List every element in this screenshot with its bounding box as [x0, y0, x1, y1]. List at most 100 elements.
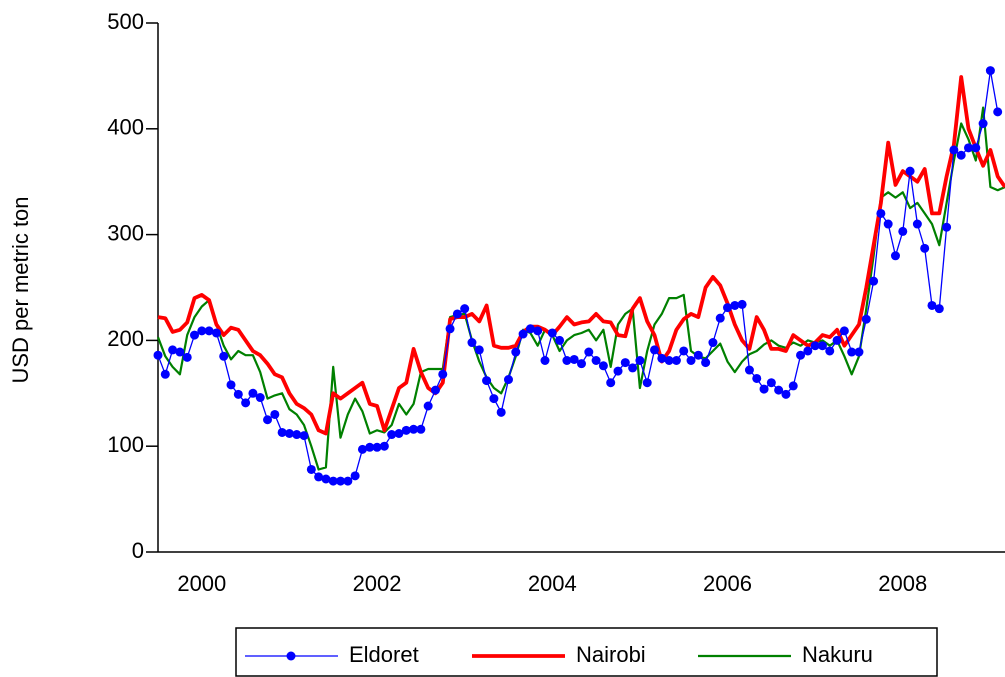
data-point	[401, 425, 411, 435]
y-axis-label: USD per metric ton	[8, 196, 33, 383]
data-point	[752, 373, 762, 383]
data-point	[810, 341, 820, 351]
data-point	[336, 476, 346, 486]
data-point	[314, 472, 324, 482]
series-line	[156, 106, 1005, 471]
legend-label: Nakuru	[802, 642, 873, 667]
data-point	[993, 107, 1003, 117]
data-point	[715, 313, 725, 323]
y-tick-label: 400	[107, 115, 144, 140]
data-point	[175, 347, 185, 357]
data-point	[890, 251, 900, 261]
y-tick-label: 300	[107, 220, 144, 245]
data-point	[284, 429, 294, 439]
data-point	[766, 378, 776, 388]
data-point	[686, 356, 696, 366]
data-point	[898, 226, 908, 236]
data-point	[387, 430, 397, 440]
data-point	[781, 389, 791, 399]
legend-marker	[286, 651, 296, 661]
data-point	[934, 304, 944, 314]
data-point	[357, 444, 367, 454]
data-point	[598, 361, 608, 371]
x-tick-label: 2006	[703, 571, 752, 596]
data-point	[832, 335, 842, 345]
data-point	[533, 326, 543, 336]
data-point	[869, 276, 879, 286]
data-point	[540, 356, 550, 366]
data-point	[657, 353, 667, 363]
data-point	[190, 330, 200, 340]
data-point	[423, 401, 433, 411]
data-point	[467, 338, 477, 348]
data-point	[949, 145, 959, 155]
y-tick-label: 200	[107, 326, 144, 351]
data-point	[292, 430, 302, 440]
x-tick-label: 2004	[528, 571, 577, 596]
data-point	[438, 369, 448, 379]
data-point	[927, 300, 937, 310]
data-point	[460, 304, 470, 314]
data-point	[496, 407, 506, 417]
data-point	[445, 324, 455, 334]
data-point	[270, 409, 280, 419]
data-point	[518, 329, 528, 339]
data-point	[861, 314, 871, 324]
data-point	[591, 356, 601, 366]
data-point	[679, 346, 689, 356]
data-point	[883, 219, 893, 229]
data-point	[489, 394, 499, 404]
data-point	[569, 354, 579, 364]
data-point	[723, 303, 733, 313]
data-point	[365, 442, 375, 452]
data-point	[482, 376, 492, 386]
data-point	[255, 393, 265, 403]
data-point	[168, 345, 178, 355]
data-point	[241, 398, 251, 408]
data-point	[555, 335, 565, 345]
data-point	[628, 363, 638, 373]
data-point	[642, 378, 652, 388]
data-point	[803, 346, 813, 356]
data-point	[912, 219, 922, 229]
data-point	[160, 369, 170, 379]
data-point	[562, 356, 572, 366]
data-point	[985, 66, 995, 76]
data-point	[664, 356, 674, 366]
data-point	[226, 380, 236, 390]
data-point	[788, 381, 798, 391]
data-point	[847, 347, 857, 357]
data-point	[905, 166, 915, 176]
y-tick-label: 500	[107, 9, 144, 34]
legend-box	[235, 627, 938, 677]
data-point	[839, 326, 849, 336]
data-point	[876, 208, 886, 218]
data-point	[547, 328, 557, 338]
data-point	[204, 326, 214, 336]
data-point	[650, 345, 660, 355]
data-point	[409, 424, 419, 434]
data-point	[511, 347, 521, 357]
legend-label: Nairobi	[576, 642, 646, 667]
data-point	[394, 429, 404, 439]
y-tick-label: 0	[132, 538, 144, 563]
data-point	[416, 424, 426, 434]
data-point	[372, 442, 382, 452]
data-point	[525, 324, 535, 334]
data-point	[233, 389, 243, 399]
data-point	[219, 351, 229, 361]
data-point	[920, 243, 930, 253]
data-point	[350, 471, 360, 481]
data-point	[430, 385, 440, 395]
data-point	[971, 143, 981, 153]
data-point	[613, 366, 623, 376]
data-point	[693, 350, 703, 360]
x-tick-label: 2008	[878, 571, 927, 596]
series-line	[157, 75, 1005, 436]
data-point	[956, 150, 966, 160]
data-point	[328, 476, 338, 486]
data-point	[759, 384, 769, 394]
y-tick-label: 100	[107, 432, 144, 457]
data-point	[635, 356, 645, 366]
data-point	[153, 350, 163, 360]
